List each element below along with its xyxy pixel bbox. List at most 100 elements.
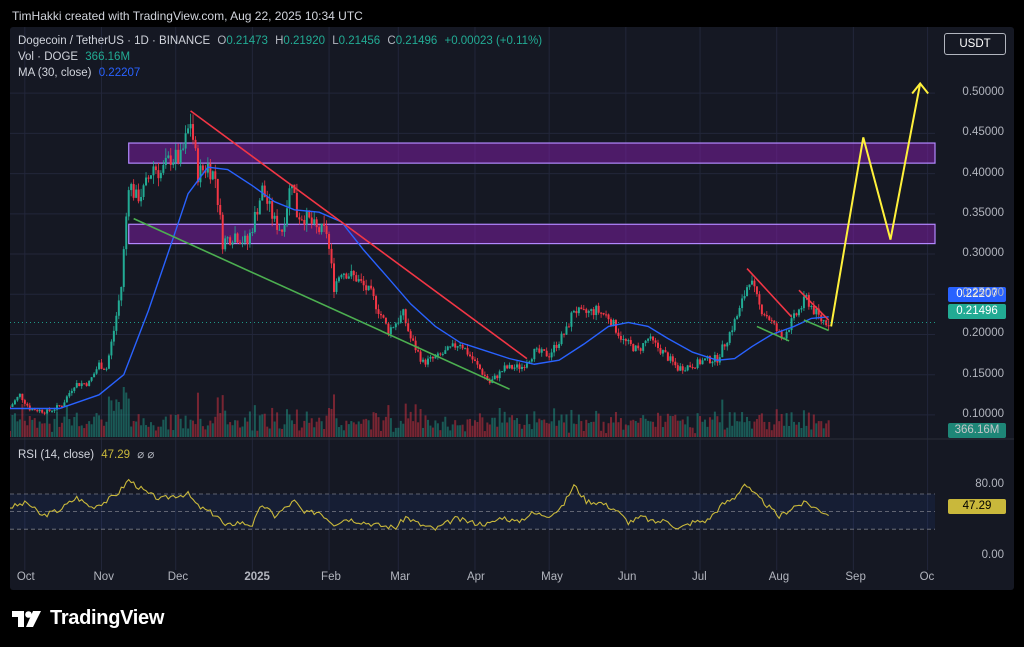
price-tick-label: 0.45000 <box>962 126 1004 139</box>
volume-bar <box>107 396 110 437</box>
volume-bar <box>681 419 684 437</box>
volume-bar <box>652 421 655 437</box>
tradingview-logo: TradingView <box>12 607 164 630</box>
volume-bar <box>436 423 439 437</box>
candle-body <box>446 346 449 351</box>
support-trendline <box>133 217 510 390</box>
candle-body <box>219 204 222 215</box>
candle-body <box>459 344 462 347</box>
volume-bar <box>283 424 286 437</box>
volume-bar <box>13 413 16 437</box>
volume-bar <box>83 428 86 437</box>
price-tick-label: 0.40000 <box>962 166 1004 179</box>
candle-body <box>431 356 434 359</box>
volume-bar <box>577 414 580 437</box>
low-label: L <box>332 35 339 47</box>
volume-bar <box>679 420 682 437</box>
candle-body <box>597 305 600 313</box>
volume-bar <box>157 426 160 437</box>
volume-bar <box>169 414 172 437</box>
candle-body <box>318 227 321 233</box>
volume-bar <box>345 420 348 437</box>
candle-body <box>142 185 145 197</box>
volume-bar <box>508 417 511 437</box>
rsi-value: 47.29 <box>101 449 131 461</box>
candle-body <box>298 217 301 220</box>
candle-body <box>196 148 199 183</box>
candle-body <box>46 409 49 414</box>
rsi-tick-label: 80.00 <box>975 478 1004 491</box>
candle-body <box>231 242 234 245</box>
candle-body <box>241 242 244 244</box>
volume-bar <box>429 425 432 437</box>
candle-body <box>397 322 400 324</box>
volume-bar <box>538 418 541 437</box>
candle-body <box>162 165 165 173</box>
volume-bar <box>540 420 543 437</box>
volume-bar <box>582 430 585 437</box>
candle-body <box>469 354 472 357</box>
candle-body <box>451 343 454 347</box>
candle-body <box>464 348 467 350</box>
candle-body <box>182 148 185 150</box>
open-value: 0.21473 <box>226 35 268 47</box>
volume-bar <box>647 420 650 437</box>
volume-bar <box>456 425 459 437</box>
volume-bar <box>790 412 793 437</box>
candle-body <box>590 309 593 311</box>
candle-body <box>389 327 392 335</box>
candle-body <box>723 344 726 347</box>
volume-bar <box>696 413 699 437</box>
volume-bar <box>11 415 14 437</box>
candle-body <box>711 361 714 364</box>
candle-body <box>239 242 242 244</box>
volume-bar <box>656 412 659 437</box>
candle-body <box>70 390 73 394</box>
candle-body <box>768 316 771 321</box>
volume-bar <box>352 422 355 437</box>
candle-body <box>681 366 684 371</box>
volume-bar <box>33 418 36 437</box>
volume-bar <box>409 411 412 437</box>
candle-body <box>538 348 541 353</box>
volume-bar <box>375 413 378 437</box>
candle-body <box>627 340 630 342</box>
volume-bar <box>543 419 546 437</box>
currency-selector[interactable]: USDT <box>944 33 1006 55</box>
resistance-trendline <box>746 267 793 318</box>
chart-canvas[interactable] <box>10 27 1014 590</box>
candle-body <box>656 342 659 349</box>
volume-bar <box>372 412 375 437</box>
rsi-legend: RSI (14, close) 47.29 ⌀ ⌀ <box>18 447 158 461</box>
volume-bar <box>699 416 702 437</box>
chart-frame[interactable]: Dogecoin / TetherUS · 1D · BINANCE O0.21… <box>10 27 1014 590</box>
volume-bar <box>31 419 34 437</box>
candle-body <box>553 344 556 353</box>
candle-body <box>90 377 93 381</box>
volume-bar <box>357 421 360 437</box>
volume-bar <box>597 413 600 437</box>
volume-bar <box>26 425 29 437</box>
volume-bar <box>172 430 175 437</box>
candle-body <box>533 348 536 360</box>
candle-body <box>377 309 380 315</box>
volume-bar <box>498 407 501 437</box>
volume-bar <box>669 415 672 437</box>
candle-body <box>300 219 303 221</box>
candle-body <box>105 368 108 370</box>
volume-bar <box>639 417 642 437</box>
volume-bar <box>820 421 823 437</box>
volume-bar <box>444 416 447 437</box>
volume-bar <box>523 424 526 437</box>
volume-bar <box>765 429 768 437</box>
volume-bar <box>102 425 105 437</box>
volume-bar <box>513 420 516 437</box>
resistance-trendline <box>798 289 830 321</box>
volume-bar <box>511 415 514 437</box>
candle-body <box>738 307 741 317</box>
visibility-icons[interactable]: ⌀ ⌀ <box>137 449 155 461</box>
candle-body <box>780 331 783 339</box>
volume-bar <box>572 423 575 437</box>
volume-bar <box>18 419 21 437</box>
volume-bar <box>105 421 108 437</box>
